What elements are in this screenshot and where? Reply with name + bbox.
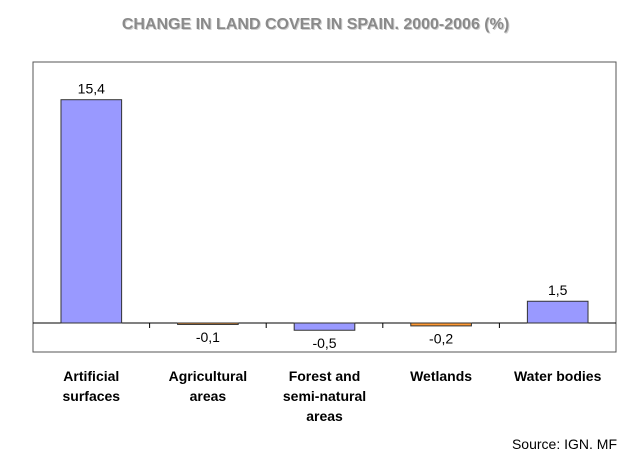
bar [60, 99, 123, 324]
x-tick-label: Agricultural areas [168, 368, 248, 404]
x-tick-label: Artificial surfaces [62, 368, 121, 404]
value-label: 15,4 [78, 80, 105, 96]
value-label: -0,2 [429, 331, 453, 347]
bar [526, 300, 589, 324]
value-label: 1,5 [548, 282, 568, 298]
bar [410, 322, 472, 327]
x-tick-label: Forest and semi-natural areas [282, 368, 367, 424]
value-label: -0,1 [196, 329, 220, 345]
value-label: -0,5 [312, 335, 336, 351]
bar [177, 322, 239, 325]
source-note: Source: IGN. MF [511, 436, 617, 452]
plot-area [32, 61, 617, 353]
x-tick-label: Wetlands [410, 368, 473, 384]
x-tick-label: Water bodies [513, 368, 602, 384]
chart-title: CHANGE IN LAND COVER IN SPAIN. 2000-2006… [121, 16, 510, 33]
bar [293, 322, 356, 331]
